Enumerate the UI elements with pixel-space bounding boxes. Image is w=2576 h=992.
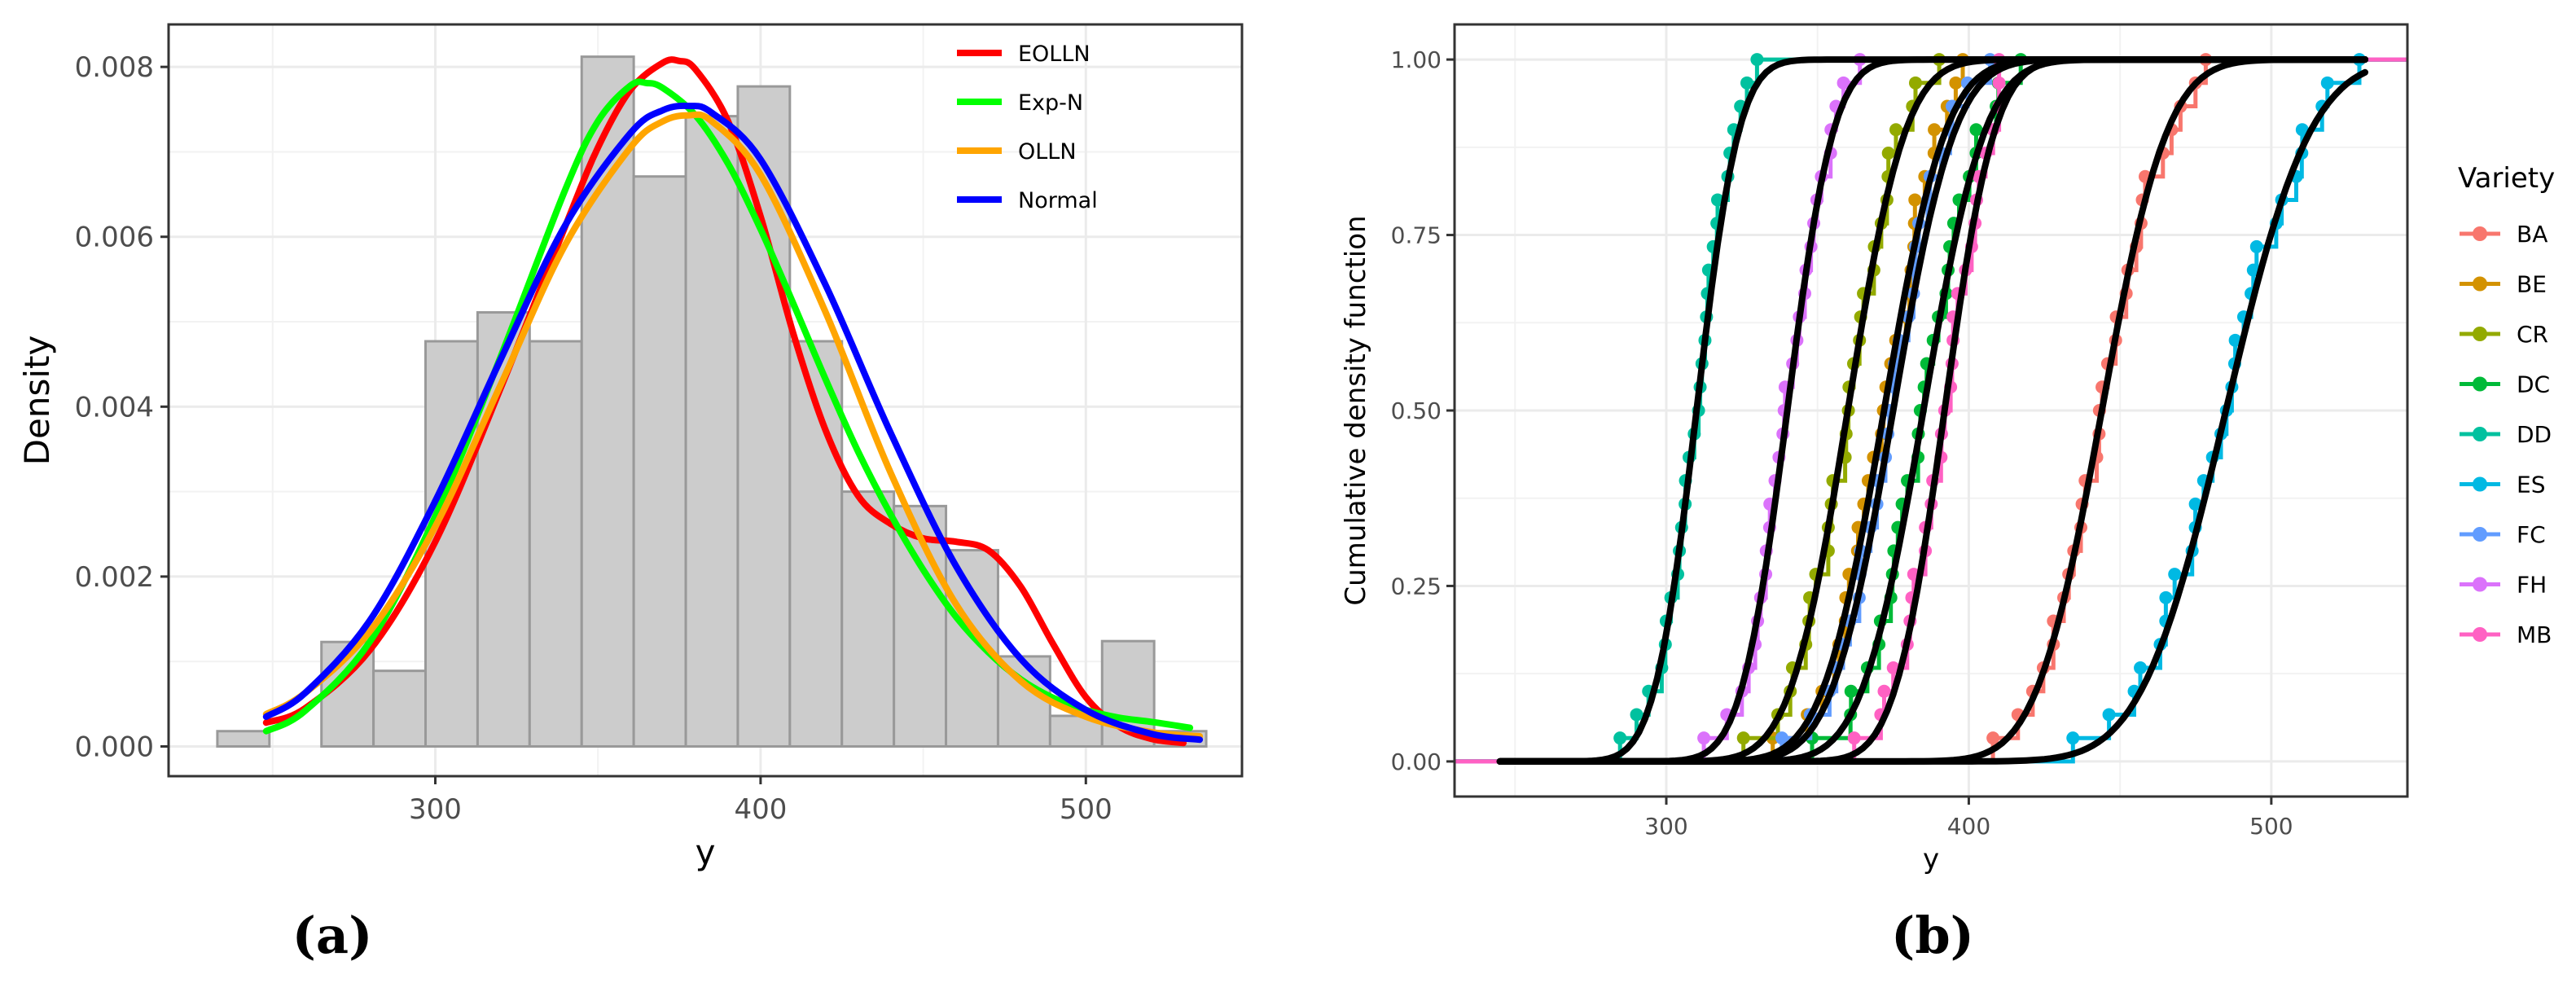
ecdf-point-be [1928,123,1942,137]
y-axis-title: Density [17,336,57,466]
caption-a: (a) [292,906,373,965]
density-curve-eolln [262,56,1187,747]
ecdf-point-dd [1613,731,1627,745]
histogram-bar [528,340,583,748]
density-curve-olln [262,111,1204,740]
fitted-cdf-mb [1496,56,2368,765]
x-tick-label: 500 [1060,793,1112,826]
ecdf-point-ba [1986,731,2000,745]
x-tick-label: 300 [1644,813,1687,840]
density-curve-normal [262,102,1204,744]
legend-key-point-fc [2473,527,2487,542]
legend-label: BE [2517,271,2547,298]
ecdf-point-es [2249,239,2263,253]
ecdf-point-es [2188,497,2202,511]
legend: Variety BA BE CR DC DD ES FC FH MB [2458,162,2555,648]
legend-key-point-mb [2473,627,2487,642]
legend-label: DC [2517,371,2550,398]
x-tick-label: 400 [1947,813,1990,840]
legend-label: OLLN [1018,139,1077,165]
ecdf-point-es [2320,76,2334,90]
legend: EOLLN Exp-N OLLN Normal [957,42,1098,213]
y-tick-label: 0.75 [1391,222,1442,249]
ecdf-point-be [1949,76,1963,90]
ecdf-point-be [1908,193,1922,207]
histogram-bar [684,115,739,748]
legend-label: MB [2517,621,2552,648]
histogram-bar [840,490,896,748]
ecdf-point-fc [1775,731,1788,745]
y-tick-label: 0.25 [1391,573,1442,599]
ecdf-point-es [2134,661,2148,674]
ecdf-point-cr [1908,76,1922,90]
legend-key-point-dc [2473,376,2487,392]
legend-key-point-cr [2473,327,2487,341]
ecdf-point-dd [1630,708,1643,722]
y-tick-label: 1.00 [1391,46,1442,73]
caption-b: (b) [1891,906,1974,965]
panel-a-histogram: 300 400 500 0.000 0.002 0.004 0.006 0.008 y Densi… [17,23,1244,872]
legend-label: Exp-N [1018,90,1083,116]
legend-title: Variety [2458,162,2555,195]
ecdf-point-cr [1736,731,1750,745]
legend-label: DD [2517,421,2552,448]
ecdf-point-es [2295,123,2309,137]
ecdf-point-fh [1837,76,1850,90]
y-tick-label: 0.004 [75,391,154,424]
x-tick-label: 500 [2249,813,2293,840]
histogram-bar [893,504,948,748]
x-axis-title: y [1923,843,1939,876]
ecdf-point-cr [1881,147,1895,160]
x-tick-label: 400 [734,793,787,826]
ecdf-point-fh [1697,731,1711,745]
ecdf-point-mb [1877,684,1891,698]
y-tick-label: 0.00 [1391,748,1442,775]
panel-b-cdf: 300 400 500 0.00 0.25 0.50 0.75 1.00 y Cumulative… [1340,23,2555,876]
ecdf-point-dd [1740,76,1754,90]
histogram-bar [216,730,271,748]
ecdf-point-mb [1886,661,1900,674]
legend-label: ES [2517,472,2545,498]
legend-key-point-dd [2473,427,2487,441]
y-tick-label: 0.008 [75,51,154,84]
legend-label: EOLLN [1018,42,1091,67]
histogram-bar [632,175,687,748]
ecdf-point-es [2168,568,2182,582]
y-tick-label: 0.000 [75,731,154,763]
y-tick-label: 0.002 [75,561,154,594]
legend-label: FC [2517,521,2546,548]
legend-key-point-fh [2473,577,2487,592]
x-tick-label: 300 [409,793,462,826]
y-tick-label: 0.006 [75,222,154,254]
plot-border [167,23,1244,778]
ecdf-point-es [2066,731,2080,745]
histogram-bar [372,669,428,748]
histogram-bar [996,655,1051,748]
legend-key-point-ba [2473,226,2487,241]
y-tick-label: 0.50 [1391,397,1442,424]
legend-label: CR [2517,321,2548,348]
legend-label: Normal [1018,188,1098,213]
ecdf-point-mb [1992,76,2006,90]
x-axis-title: y [696,832,716,872]
plot-area [1455,53,2407,765]
legend-key-point-be [2473,276,2487,292]
y-axis-title: Cumulative density function [1340,215,1372,605]
ecdf-point-es [2228,333,2242,347]
ecdf-point-es [2159,590,2173,604]
legend-key-point-es [2473,476,2487,492]
ecdf-point-dd [1750,53,1764,67]
ecdf-point-cr [1889,123,1902,137]
ecdf-point-es [2102,708,2116,722]
ecdf-point-dc [1844,684,1858,698]
ecdf-point-mb [1847,731,1861,745]
legend-label: BA [2517,221,2547,248]
legend-label: FH [2517,572,2547,599]
ecdf-point-dc [1969,123,1983,137]
